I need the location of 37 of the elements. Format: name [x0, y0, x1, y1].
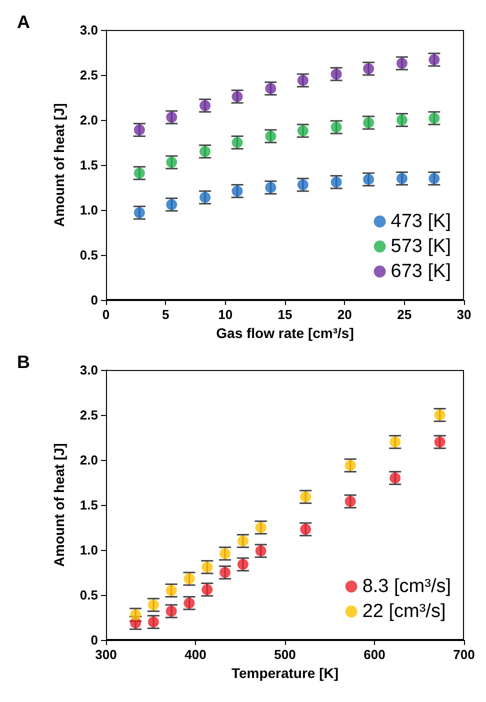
y-tick-label: 1.5: [80, 158, 98, 172]
x-tick-label: 20: [337, 307, 352, 322]
x-tick-label: 600: [364, 647, 386, 662]
x-tick-label: 0: [102, 307, 110, 322]
legend-label: 573 [K]: [390, 236, 452, 257]
x-tick-label: 400: [184, 647, 206, 662]
legend-label: 8.3 [cm³/s]: [362, 576, 452, 597]
y-tick-label: 3.0: [80, 22, 98, 38]
y-tick-label: 2.5: [80, 408, 98, 422]
y-tick-label: 0.5: [80, 588, 98, 602]
y-tick-label: 3.0: [80, 362, 98, 378]
y-tick-label: 1.0: [80, 542, 98, 558]
chart-title: B: [17, 352, 30, 372]
y-tick-label: 2.0: [80, 112, 98, 128]
legend-label: 22 [cm³/s]: [362, 601, 446, 622]
x-tick-label: 5: [162, 307, 170, 322]
y-tick-label: 1.5: [80, 498, 98, 512]
x-tick-label: 25: [397, 307, 412, 322]
chart-title: A: [17, 12, 30, 32]
y-axis-title: Amount of heat [J]: [51, 443, 67, 567]
x-tick-label: 700: [453, 647, 475, 662]
y-tick-label: 2.0: [80, 452, 98, 468]
x-tick-label: 500: [274, 647, 296, 662]
y-tick-label: 0: [90, 292, 98, 308]
x-axis-title: Temperature [K]: [231, 664, 339, 681]
x-tick-label: 300: [95, 647, 117, 662]
y-tick-label: 1.0: [80, 202, 98, 218]
y-tick-label: 0: [90, 632, 98, 648]
y-tick-label: 0.5: [80, 248, 98, 262]
legend-label: 673 [K]: [390, 261, 452, 282]
legend-label: 473 [K]: [390, 211, 452, 232]
x-tick-label: 30: [456, 307, 472, 322]
x-tick-label: 15: [278, 307, 292, 322]
y-tick-label: 2.5: [80, 68, 98, 82]
x-tick-label: 10: [218, 307, 233, 322]
x-axis-title: Gas flow rate [cm³/s]: [216, 324, 354, 341]
y-axis-title: Amount of heat [J]: [51, 103, 67, 227]
